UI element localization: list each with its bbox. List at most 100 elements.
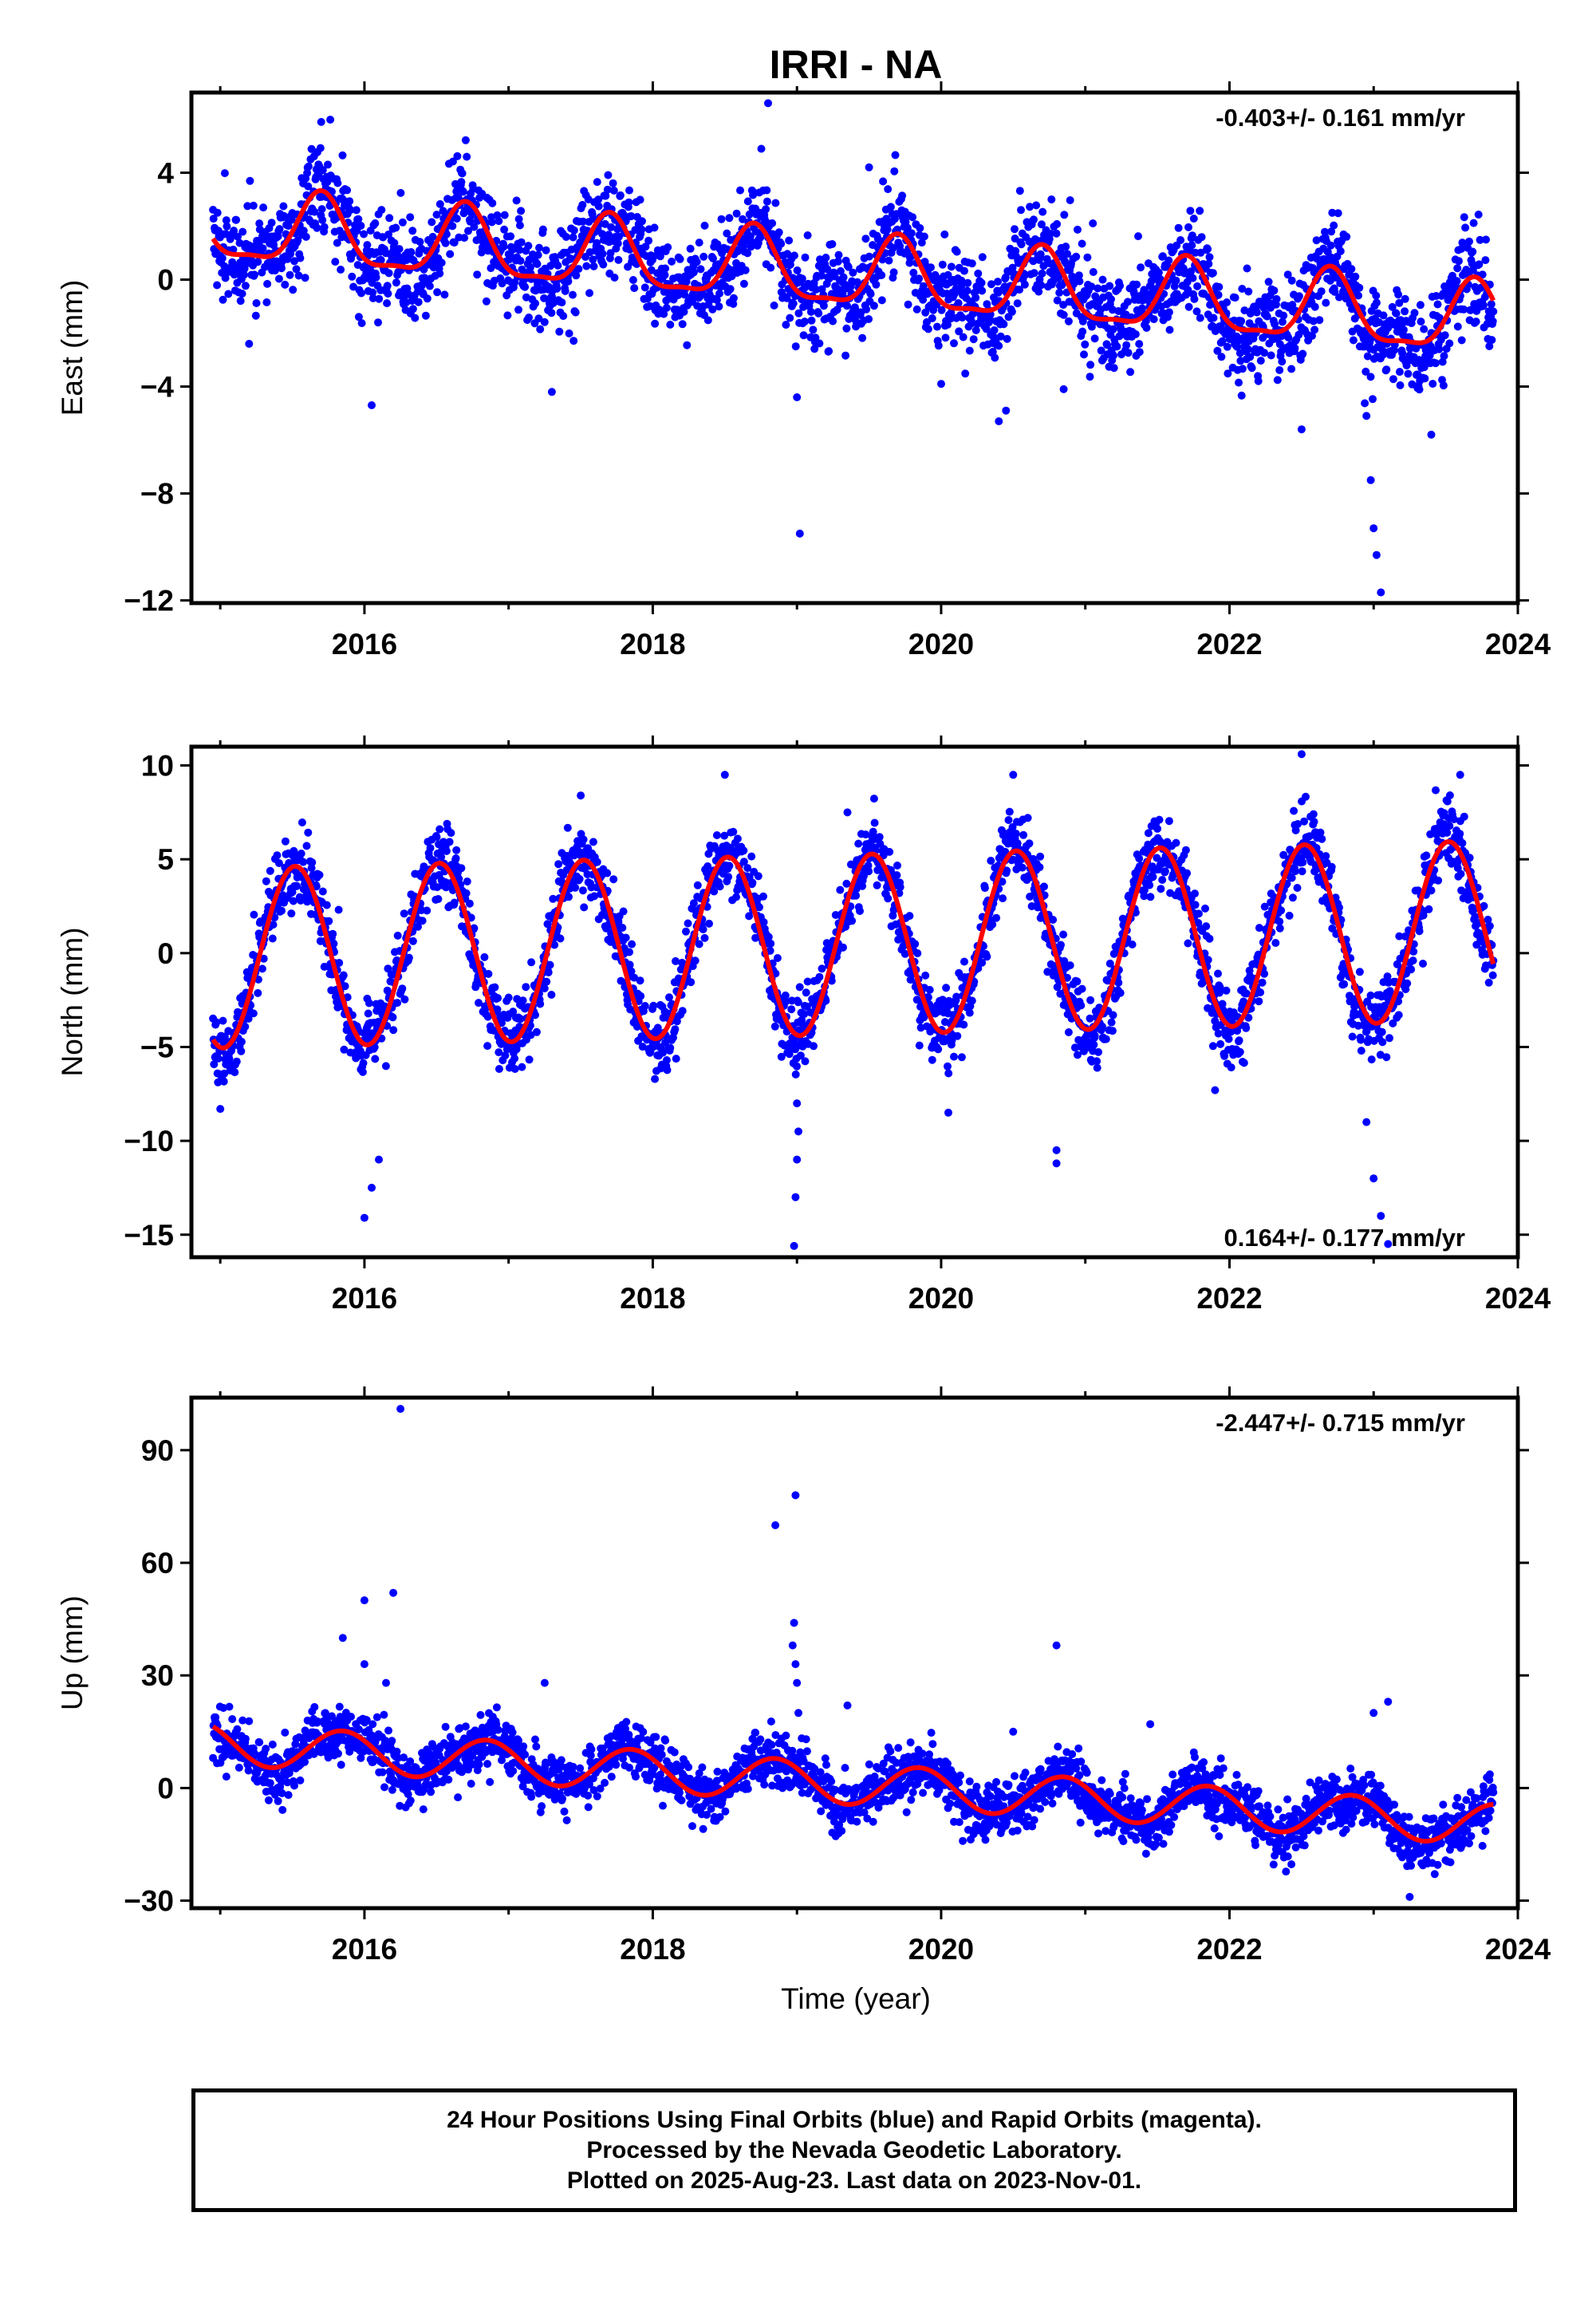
data-point [1188,274,1197,282]
data-point [1003,866,1011,875]
data-point [461,136,470,144]
data-point [766,263,775,272]
data-point [352,206,361,215]
data-point [360,230,368,239]
data-point [866,290,875,298]
data-point [766,946,774,955]
data-point [1196,314,1204,322]
data-point [554,860,563,869]
data-point [275,225,284,234]
data-point [1278,357,1287,366]
data-point [1351,272,1360,281]
data-point [374,318,382,327]
data-point [219,1016,227,1025]
x-tick-label: 2022 [1196,628,1262,661]
data-point [296,254,305,262]
data-point [844,262,853,271]
data-point [563,823,572,832]
data-point [630,973,639,982]
data-point [818,964,826,973]
data-point [556,934,565,943]
data-point [796,1051,805,1060]
data-point [800,1010,809,1019]
data-point [1217,353,1226,361]
data-point [407,248,416,256]
data-point [1107,295,1115,304]
data-point [1395,298,1404,307]
data-point [1113,342,1121,351]
data-point [287,909,296,918]
data-point [307,144,316,153]
data-point [432,211,441,219]
data-point [712,296,721,305]
data-point [1109,351,1118,360]
data-point [1190,294,1199,303]
data-point [1270,286,1279,295]
data-point [475,999,483,1008]
data-point [1137,263,1145,272]
data-point [1062,243,1070,251]
data-point [1379,311,1388,320]
data-point [473,270,482,279]
data-point [1036,852,1045,861]
data-point [484,969,493,978]
data-point [1089,268,1097,276]
data-point [1432,359,1440,368]
data-point [1369,395,1377,404]
data-point [822,254,830,262]
data-point [774,228,783,237]
data-point [814,309,823,317]
data-point [682,278,691,286]
data-point [999,320,1008,329]
data-point [1327,227,1336,236]
data-point [381,1062,390,1071]
data-point [1445,339,1454,348]
data-point [491,983,499,992]
data-point [724,873,733,881]
data-point [383,299,392,308]
data-point [1237,317,1246,325]
data-point [971,294,980,302]
data-point [920,1013,928,1022]
data-point [302,842,311,850]
data-point [1242,1023,1251,1032]
data-point [912,996,921,1004]
data-point [1191,901,1200,909]
data-point [933,322,941,331]
data-point [879,177,888,186]
data-point [1461,223,1470,232]
data-point [1239,1059,1248,1067]
data-point [593,858,601,866]
data-point [729,300,738,308]
data-point [872,280,881,289]
data-point [938,260,947,269]
data-point [1074,1051,1082,1059]
data-point [703,316,712,325]
y-tick-label: −8 [140,478,174,511]
data-point [1244,287,1253,296]
data-point [335,227,344,235]
data-point [493,1005,502,1014]
data-point [680,307,688,316]
data-point [1260,349,1269,357]
x-tick-label: 2018 [620,628,685,661]
data-point [746,232,755,241]
data-point [457,864,466,873]
data-point [464,227,472,235]
data-point [435,825,444,834]
outlier-point [995,417,1003,426]
data-point [725,214,734,223]
data-point [628,940,636,948]
data-point [547,991,556,999]
data-point [358,1067,367,1076]
data-point [316,144,325,152]
data-point [1109,364,1118,373]
data-point [893,871,901,880]
data-point [839,943,847,952]
data-point [423,294,432,303]
data-point [1416,301,1425,310]
data-point [359,1059,368,1067]
data-point [640,283,649,292]
data-point [904,300,912,309]
data-point [743,197,752,206]
